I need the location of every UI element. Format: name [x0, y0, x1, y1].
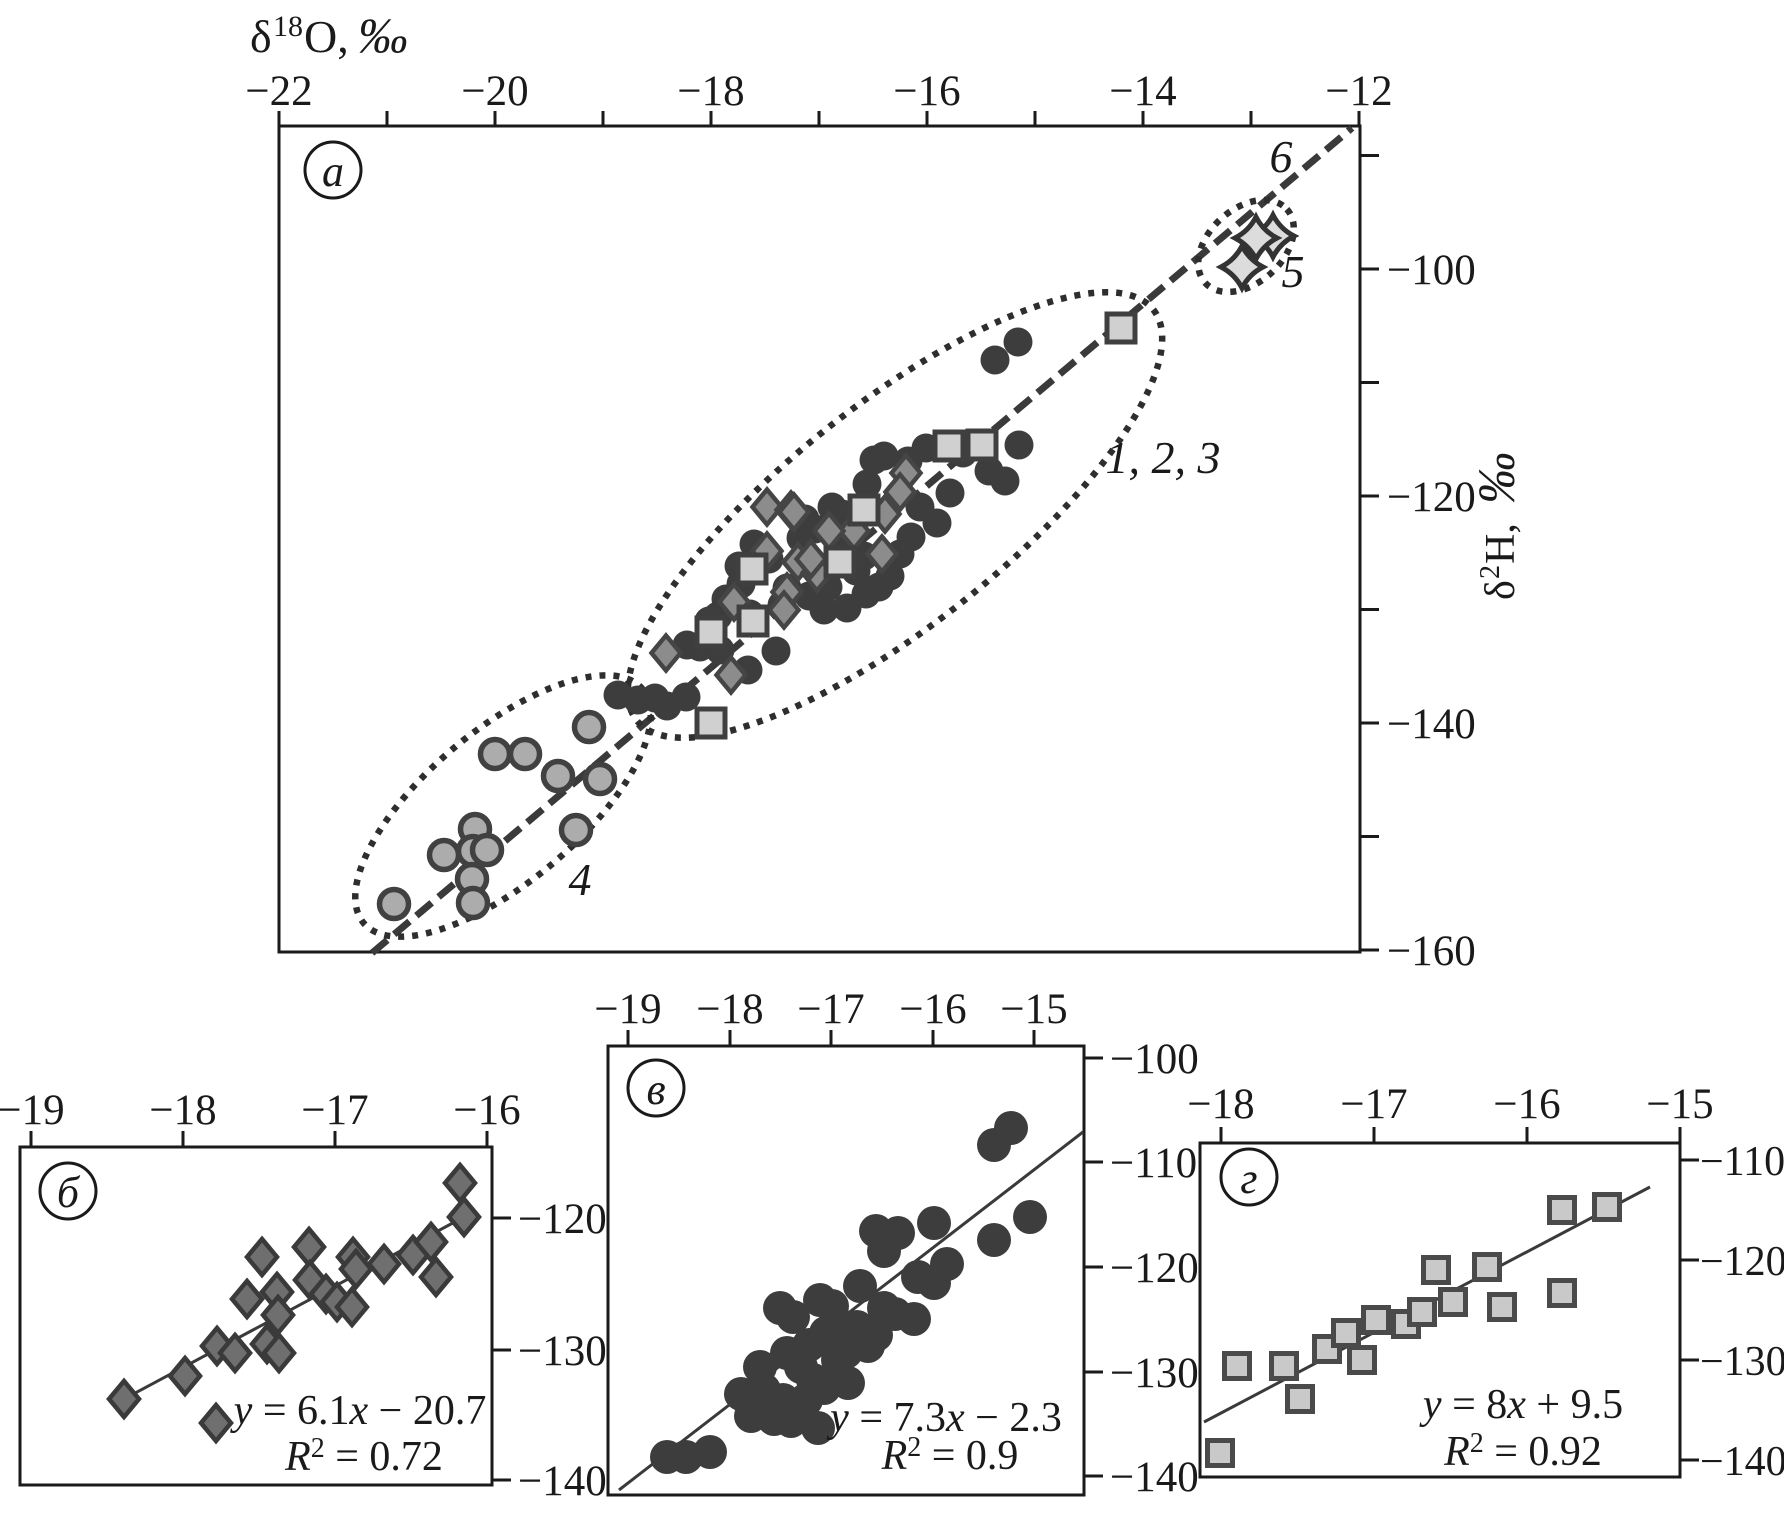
- svg-text:−15: −15: [1000, 986, 1067, 1033]
- svg-text:H,: H,: [1478, 523, 1524, 564]
- svg-text:−120: −120: [518, 1196, 607, 1243]
- svg-text:−14: −14: [1109, 68, 1176, 115]
- svg-text:−110: −110: [1700, 1139, 1784, 1185]
- svg-text:R2 = 0.92: R2 = 0.92: [1443, 1428, 1602, 1475]
- svg-text:−17: −17: [1340, 1081, 1407, 1128]
- svg-text:−100: −100: [1387, 247, 1476, 294]
- svg-text:y = 7.3x − 2.3: y = 7.3x − 2.3: [826, 1395, 1062, 1441]
- svg-text:6: 6: [1270, 131, 1293, 182]
- svg-text:−16: −16: [1493, 1081, 1560, 1128]
- svg-text:δ: δ: [1478, 580, 1524, 600]
- svg-text:−140: −140: [1110, 1454, 1199, 1501]
- svg-text:R2 = 0.9: R2 = 0.9: [881, 1432, 1019, 1479]
- svg-text:−19: −19: [0, 1087, 65, 1134]
- svg-text:г: г: [1240, 1154, 1257, 1203]
- svg-text:−22: −22: [245, 68, 312, 115]
- svg-text:‰: ‰: [1469, 452, 1526, 504]
- svg-text:2: 2: [1475, 565, 1506, 579]
- svg-text:−12: −12: [1325, 68, 1392, 115]
- svg-text:R2 = 0.72: R2 = 0.72: [284, 1433, 443, 1480]
- svg-text:−120: −120: [1700, 1239, 1784, 1285]
- svg-text:1, 2, 3: 1, 2, 3: [1106, 432, 1221, 483]
- svg-text:−140: −140: [1387, 701, 1476, 748]
- svg-text:−130: −130: [518, 1328, 607, 1375]
- svg-text:−18: −18: [1187, 1081, 1254, 1128]
- svg-text:−17: −17: [301, 1087, 368, 1134]
- svg-text:−140: −140: [1700, 1439, 1784, 1485]
- svg-text:−15: −15: [1646, 1081, 1713, 1128]
- svg-text:y = 6.1x − 20.7: y = 6.1x − 20.7: [230, 1388, 487, 1434]
- svg-text:а: а: [322, 147, 344, 196]
- svg-text:−17: −17: [797, 986, 864, 1033]
- svg-text:−16: −16: [453, 1087, 520, 1134]
- svg-text:−19: −19: [594, 986, 661, 1033]
- svg-text:−18: −18: [149, 1087, 216, 1134]
- svg-text:4: 4: [569, 854, 592, 905]
- svg-text:−16: −16: [893, 68, 960, 115]
- svg-text:−120: −120: [1110, 1245, 1199, 1292]
- svg-text:‰: ‰: [358, 7, 408, 63]
- svg-text:−100: −100: [1110, 1036, 1199, 1083]
- svg-text:−120: −120: [1387, 474, 1476, 521]
- svg-text:б: б: [57, 1168, 81, 1217]
- svg-text:−130: −130: [1110, 1350, 1199, 1397]
- svg-text:18: 18: [273, 10, 303, 43]
- svg-text:−110: −110: [1110, 1140, 1197, 1187]
- svg-text:−130: −130: [1700, 1339, 1784, 1385]
- svg-text:δ: δ: [250, 11, 272, 62]
- svg-text:−16: −16: [899, 986, 966, 1033]
- svg-text:O,: O,: [304, 11, 349, 62]
- svg-text:в: в: [646, 1065, 665, 1114]
- svg-text:−20: −20: [461, 68, 528, 115]
- svg-text:−18: −18: [696, 986, 763, 1033]
- svg-text:−18: −18: [677, 68, 744, 115]
- svg-text:y = 8x + 9.5: y = 8x + 9.5: [1419, 1382, 1623, 1428]
- svg-text:−140: −140: [518, 1458, 607, 1505]
- svg-text:5: 5: [1282, 246, 1305, 297]
- svg-text:−160: −160: [1387, 928, 1476, 975]
